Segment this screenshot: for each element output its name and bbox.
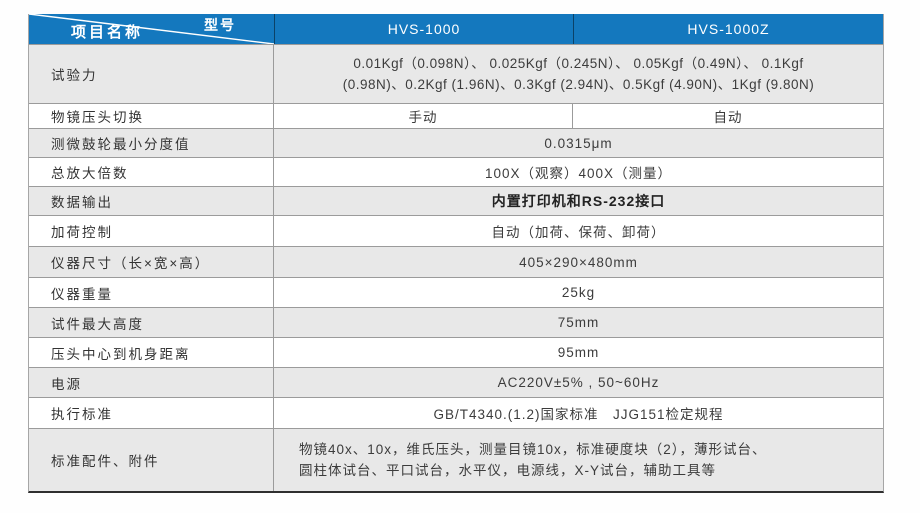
column-header-hvs-1000z: HVS-1000Z [573, 14, 883, 44]
row-value: 0.0315μm [544, 135, 613, 151]
row-value: 405×290×480mm [519, 254, 638, 270]
table-row-dimensions: 仪器尺寸（长×宽×高） 405×290×480mm [29, 246, 883, 277]
row-value: 自动（加荷、保荷、卸荷） [491, 225, 666, 240]
row-label: 测微鼓轮最小分度值 [29, 129, 274, 157]
row-value: 25kg [561, 285, 596, 300]
row-value-hvs-1000: 手动 [274, 104, 573, 128]
row-value-line-1: 物镜40x、10x，维氏压头，测量目镜10x，标准硬度块（2），薄形试台、 [299, 442, 767, 457]
row-label: 压头中心到机身距离 [29, 338, 274, 367]
table-row-magnification: 总放大倍数 100X（观察）400X（测量） [29, 157, 883, 186]
row-label: 加荷控制 [29, 216, 274, 246]
corner-label-item: 项目名称 [71, 24, 144, 41]
row-label: 电源 [29, 368, 274, 397]
corner-label-model: 型号 [204, 17, 236, 33]
row-label: 数据输出 [29, 187, 274, 215]
row-label: 总放大倍数 [29, 158, 274, 186]
table-row-standards: 执行标准 GB/T4340.(1.2)国家标准 JJG151检定规程 [29, 397, 883, 428]
spec-table: 型号 项目名称 HVS-1000 HVS-1000Z 试验力 0.01Kgf（0… [28, 14, 884, 493]
row-value: 100X（观察）400X（测量） [484, 166, 673, 181]
row-label: 试验力 [29, 45, 274, 103]
table-row-objective-switch: 物镜压头切换 手动 自动 [29, 103, 883, 128]
row-label: 试件最大高度 [29, 308, 274, 337]
table-row-indenter-distance: 压头中心到机身距离 95mm [29, 337, 883, 367]
row-value-line-1: 0.01Kgf（0.098N）、 0.025Kgf（0.245N）、 0.05K… [353, 56, 804, 71]
row-value-hvs-1000z: 自动 [713, 110, 743, 125]
table-row-accessories: 标准配件、附件 物镜40x、10x，维氏压头，测量目镜10x，标准硬度块（2），… [29, 428, 883, 491]
table-row-max-specimen-height: 试件最大高度 75mm [29, 307, 883, 337]
corner-header-cell: 型号 项目名称 [29, 14, 274, 44]
table-row-weight: 仪器重量 25kg [29, 277, 883, 307]
diagonal-divider-line [29, 14, 274, 44]
table-row-data-output: 数据输出 内置打印机和RS-232接口 [29, 186, 883, 215]
table-row-load-control: 加荷控制 自动（加荷、保荷、卸荷） [29, 215, 883, 246]
table-row-micro-drum: 测微鼓轮最小分度值 0.0315μm [29, 128, 883, 157]
row-value-line-2: (0.98N)、0.2Kgf (1.96N)、0.3Kgf (2.94N)、0.… [342, 77, 815, 92]
row-value: 物镜40x、10x，维氏压头，测量目镜10x，标准硬度块（2），薄形试台、 圆柱… [274, 429, 883, 491]
row-label: 仪器重量 [29, 278, 274, 307]
row-label: 仪器尺寸（长×宽×高） [29, 247, 274, 277]
row-label: 执行标准 [29, 398, 274, 428]
row-value: AC220V±5% , 50~60Hz [497, 375, 660, 390]
table-row-power: 电源 AC220V±5% , 50~60Hz [29, 367, 883, 397]
table-row-test-force: 试验力 0.01Kgf（0.098N）、 0.025Kgf（0.245N）、 0… [29, 44, 883, 103]
row-value: GB/T4340.(1.2)国家标准 JJG151检定规程 [433, 407, 724, 422]
row-value: 95mm [557, 345, 600, 360]
row-value: 75mm [557, 315, 600, 330]
column-header-hvs-1000: HVS-1000 [274, 14, 573, 44]
header-row: 型号 项目名称 HVS-1000 HVS-1000Z [29, 14, 883, 44]
row-value-line-2: 圆柱体试台、平口试台，水平仪，电源线，X-Y试台，辅助工具等 [299, 463, 717, 478]
row-value: 内置打印机和RS-232接口 [491, 193, 666, 209]
row-label: 物镜压头切换 [29, 104, 274, 128]
row-value: 0.01Kgf（0.098N）、 0.025Kgf（0.245N）、 0.05K… [274, 45, 883, 103]
row-label: 标准配件、附件 [29, 429, 274, 491]
